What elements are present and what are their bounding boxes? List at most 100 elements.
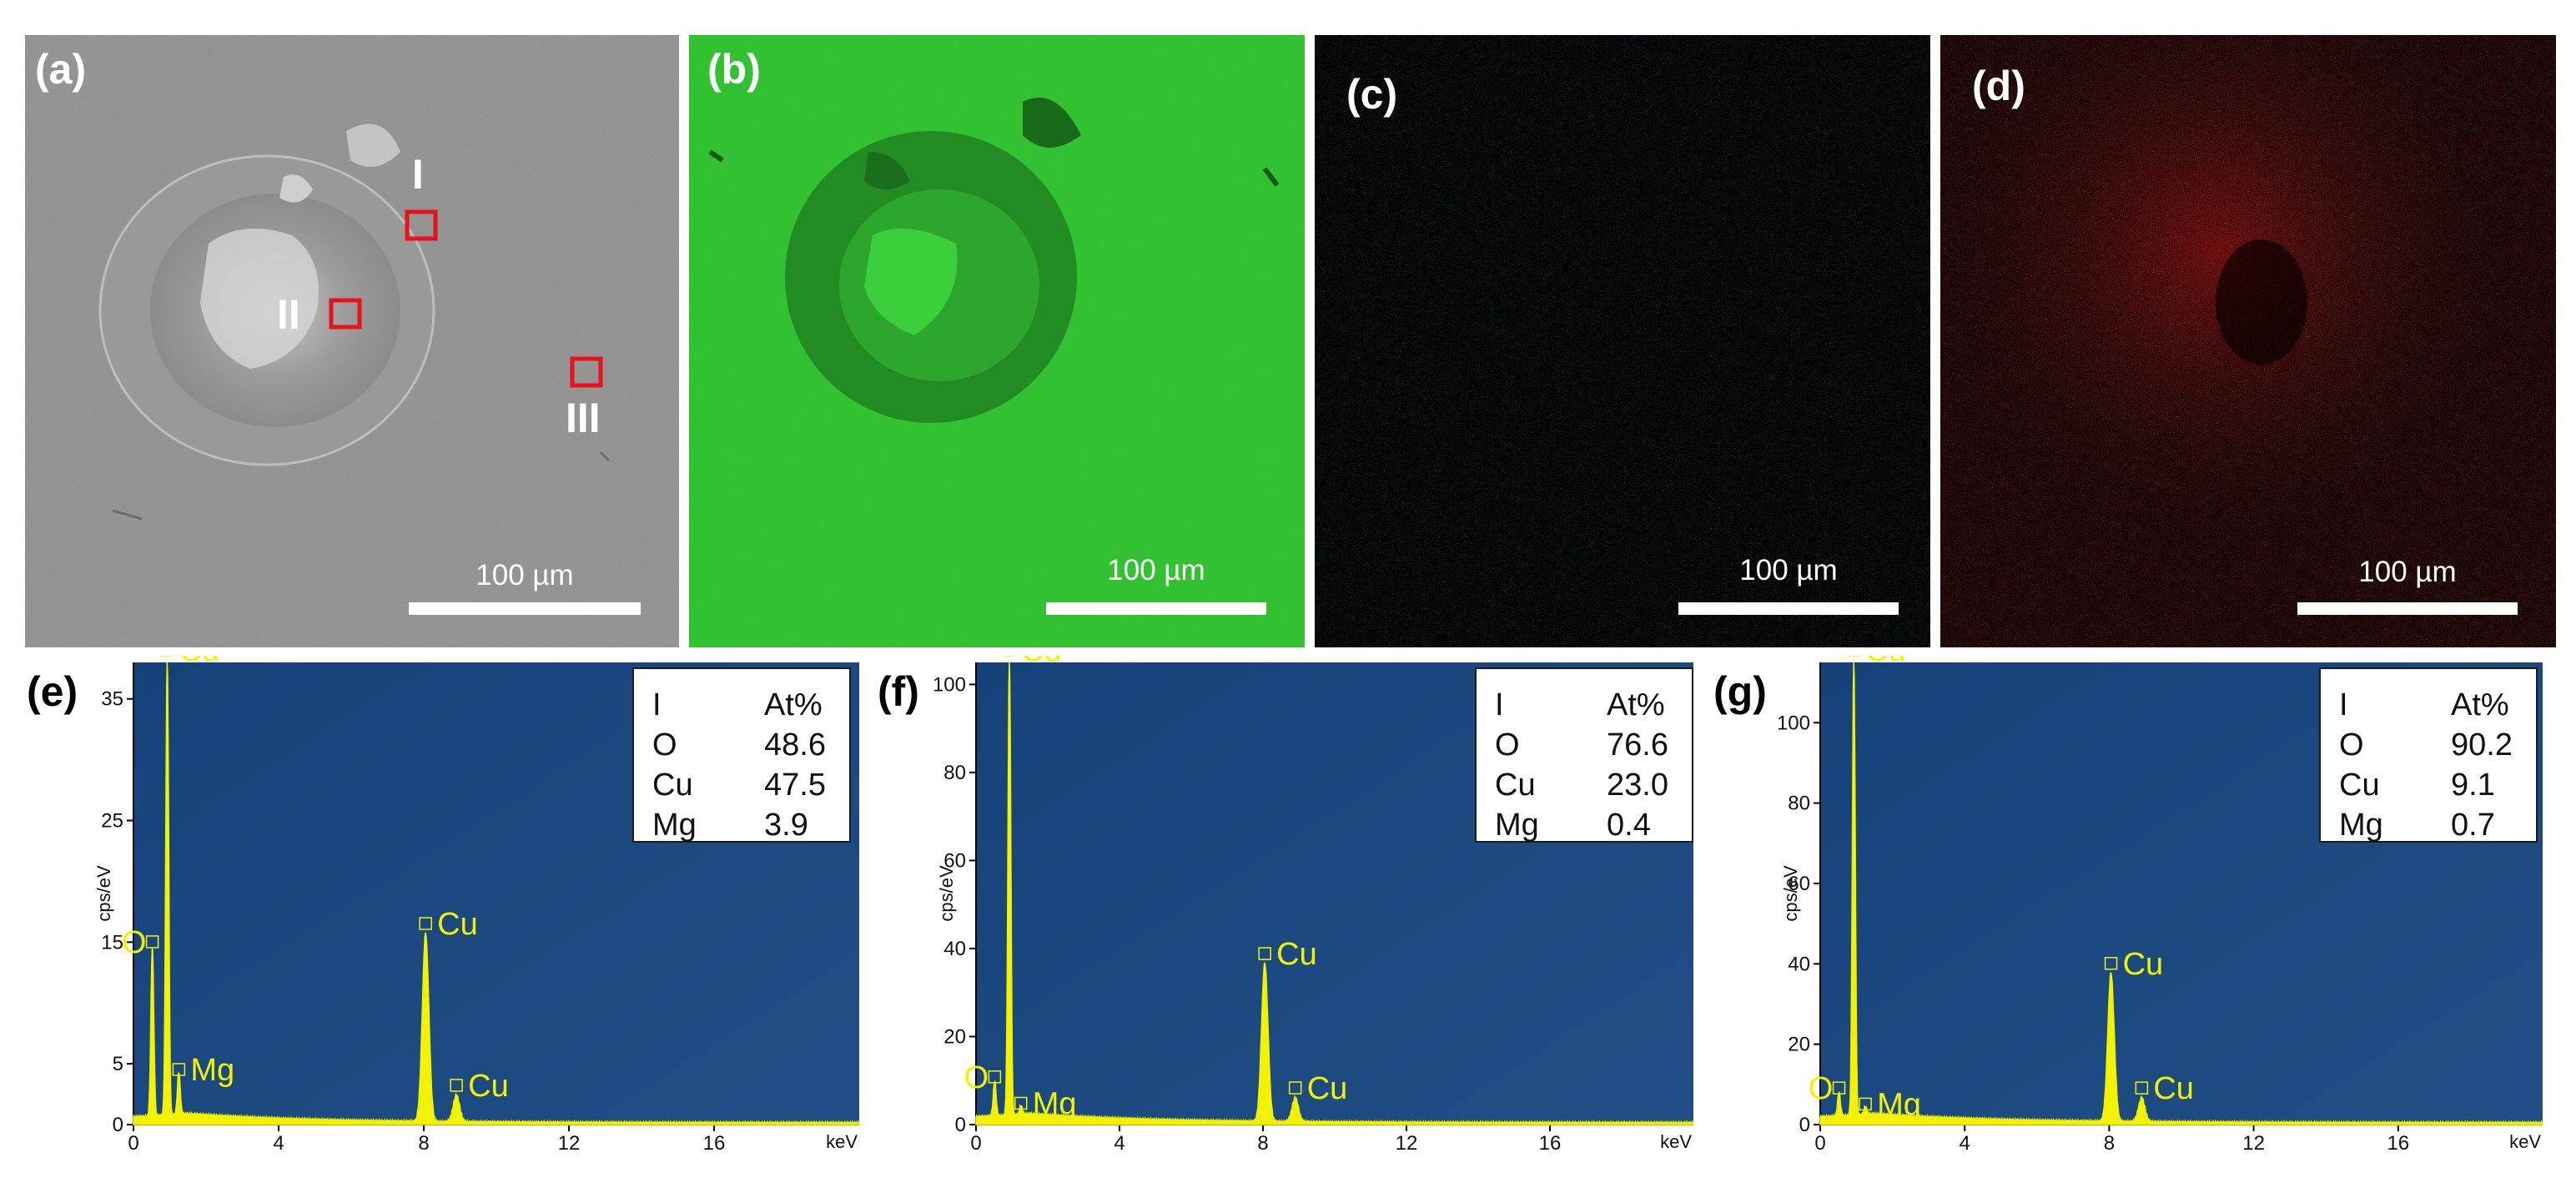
scale-bar-a xyxy=(409,602,641,615)
y-axis-label: cps/eV xyxy=(1780,865,1801,922)
peak-marker-cu xyxy=(1288,1081,1302,1095)
peak-marker-o xyxy=(145,935,159,949)
scale-bar-c xyxy=(1678,602,1899,615)
table-value: 47.5 xyxy=(764,768,826,803)
peak-label-cu: Cu xyxy=(2123,947,2164,982)
x-tick-label: 4 xyxy=(1960,1132,1970,1153)
eds-spectrum-g: 0 4 8 12 16 0 20 40 60 80 100 cps/eV keV O Cu Mg Cu Cu I A… xyxy=(1779,656,2551,1153)
table-element: Mg xyxy=(652,808,697,843)
peak-label-mg: Mg xyxy=(1033,1086,1077,1121)
table-header-region: I xyxy=(652,687,662,722)
x-tick-label: 8 xyxy=(1257,1132,1268,1153)
element-map-b: (b) 100 µm xyxy=(689,35,1305,647)
scale-bar-d xyxy=(2297,602,2518,615)
table-value: 0.7 xyxy=(2451,808,2495,843)
eds-map-green xyxy=(689,35,1305,647)
panel-label-c: (c) xyxy=(1346,71,1398,118)
x-tick-label: 16 xyxy=(1539,1132,1562,1153)
element-map-c: (c) 100 µm xyxy=(1315,35,1930,647)
table-element: Mg xyxy=(2339,808,2383,843)
peak-label-o: O xyxy=(1809,1071,1834,1106)
table-value: 90.2 xyxy=(2451,727,2513,763)
table-element: O xyxy=(1495,727,1520,763)
scale-label-d: 100 µm xyxy=(2358,556,2457,588)
x-tick-label: 12 xyxy=(558,1132,581,1153)
peak-label-cu: Cu xyxy=(179,656,219,668)
y-axis-label: cps/eV xyxy=(93,865,114,922)
peak-label-cu: Cu xyxy=(1021,656,1062,668)
table-value: 9.1 xyxy=(2451,768,2495,803)
table-element: Cu xyxy=(1495,768,1536,803)
y-tick-label: 20 xyxy=(1788,1034,1810,1056)
region-label-ii: II xyxy=(277,291,300,338)
region-marker-ii xyxy=(329,298,362,330)
peak-label-cu: Cu xyxy=(1307,1071,1348,1106)
x-tick-label: 12 xyxy=(2242,1132,2265,1153)
x-axis-label: keV xyxy=(1660,1131,1692,1152)
x-tick-label: 4 xyxy=(1114,1132,1124,1153)
eds-map-cyan xyxy=(1315,35,1930,647)
y-tick-label: 5 xyxy=(113,1053,123,1075)
table-header-region: I xyxy=(2339,687,2348,722)
panel-label-b: (b) xyxy=(707,46,761,93)
peak-marker-mg xyxy=(172,1063,186,1076)
y-tick-label: 0 xyxy=(955,1114,966,1136)
eds-spectrum-f: 0 4 8 12 16 0 20 40 60 80 100 cps/eV keV O Cu Mg Cu Cu I A… xyxy=(934,656,1702,1153)
y-tick-label: 0 xyxy=(113,1114,123,1136)
spectrum-series xyxy=(1819,662,2543,1127)
region-label-i: I xyxy=(412,151,424,198)
x-tick-label: 0 xyxy=(1814,1132,1825,1153)
peak-label-mg: Mg xyxy=(190,1053,234,1088)
peak-label-cu: Cu xyxy=(1276,937,1317,972)
eds-spectrum-plot-g: 0 4 8 12 16 0 20 40 60 80 100 cps/eV keV O Cu Mg Cu Cu xyxy=(1779,656,2551,1153)
table-header-region: I xyxy=(1495,687,1504,722)
peak-marker-o xyxy=(1832,1081,1846,1095)
peak-label-cu: Cu xyxy=(1865,656,1906,668)
peak-label-o: O xyxy=(964,1060,989,1095)
panel-label-a: (a) xyxy=(35,46,87,93)
x-tick-label: 8 xyxy=(2104,1132,2115,1153)
element-map-d: (d) 100 µm xyxy=(1940,35,2556,647)
y-tick-label: 60 xyxy=(1788,873,1810,895)
region-marker-iii xyxy=(570,356,603,388)
composition-table-f: I At% O 76.6 Cu 23.0 Mg 0.4 xyxy=(1475,667,1693,843)
peak-marker-mg xyxy=(1859,1097,1872,1111)
panel-label-g: (g) xyxy=(1713,668,1767,715)
table-element: Cu xyxy=(2339,768,2380,803)
x-tick-label: 0 xyxy=(128,1132,138,1153)
panel-label-d: (d) xyxy=(1972,63,2025,109)
eds-spectrum-e: 0 4 8 12 16 0 5 15 25 35 cps/eV keV O Cu Mg Cu Cu I At% O… xyxy=(92,656,868,1153)
peak-label-cu: Cu xyxy=(2153,1071,2194,1106)
composition-table-e: I At% O 48.6 Cu 47.5 Mg 3.9 xyxy=(632,667,851,843)
y-axis-label: cps/eV xyxy=(936,865,957,922)
y-tick-label: 40 xyxy=(1788,953,1810,975)
region-label-iii: III xyxy=(566,395,601,441)
peak-marker-cu xyxy=(450,1079,463,1092)
panel-label-e: (e) xyxy=(27,668,78,715)
table-header-unit: At% xyxy=(1607,687,1665,722)
y-tick-label: 100 xyxy=(934,673,966,696)
peak-marker-cu xyxy=(2104,957,2118,970)
table-value: 76.6 xyxy=(1607,727,1668,763)
table-element: Cu xyxy=(652,768,693,803)
x-axis-label: keV xyxy=(826,1131,858,1152)
y-tick-label: 15 xyxy=(101,931,123,954)
panel-label-f: (f) xyxy=(878,668,919,715)
x-tick-label: 0 xyxy=(970,1132,981,1153)
peak-marker-cu xyxy=(2135,1081,2149,1095)
y-tick-label: 25 xyxy=(101,810,123,833)
sem-image xyxy=(25,35,679,647)
y-tick-label: 80 xyxy=(943,762,966,784)
y-tick-label: 80 xyxy=(1788,793,1810,815)
table-value: 48.6 xyxy=(764,727,826,763)
peak-label-cu: Cu xyxy=(437,907,478,942)
peak-label-cu: Cu xyxy=(468,1069,509,1104)
y-tick-label: 20 xyxy=(943,1025,966,1048)
x-tick-label: 16 xyxy=(2387,1132,2409,1153)
x-tick-label: 4 xyxy=(273,1132,284,1153)
y-tick-label: 0 xyxy=(1799,1114,1810,1136)
sem-image-panel: (a) I II III 100 µm xyxy=(25,35,679,647)
y-tick-label: 60 xyxy=(943,849,966,872)
peak-marker-mg xyxy=(1014,1096,1028,1110)
table-header-unit: At% xyxy=(764,687,823,722)
